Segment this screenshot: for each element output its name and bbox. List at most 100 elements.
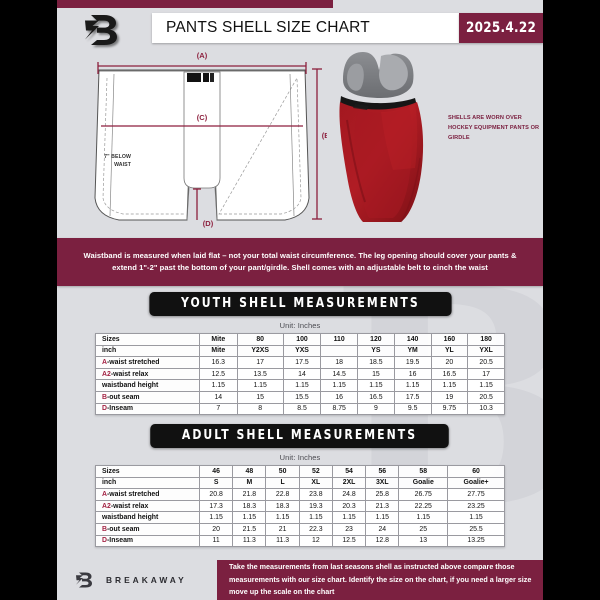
column-header: Goalie+ — [447, 476, 505, 490]
youth-section-heading: YOUTH SHELL MEASUREMENTS — [149, 292, 451, 316]
measurement-cell: 15 — [236, 390, 284, 404]
measurement-cell: 10.3 — [467, 402, 505, 416]
measurement-cell: 18.3 — [265, 499, 300, 513]
column-header: YXS — [282, 344, 322, 358]
table-row: A2-waist relax 17.3 18.3 18.3 19.3 20.3 21.3 22… — [95, 499, 505, 513]
measurement-cell: 22.8 — [265, 488, 300, 501]
measurement-cell: 17 — [236, 356, 284, 369]
column-header: Mite — [199, 333, 238, 346]
column-header: L — [265, 476, 300, 490]
table-row: D-Inseam 11 11.3 11.3 12 12.5 12.8 13 13.25 — [95, 534, 505, 548]
measurement-cell: 1.15 — [282, 379, 322, 392]
measurement-cell: 23.25 — [447, 499, 505, 513]
row-label-prefix: A — [102, 358, 107, 366]
column-header: 100 — [282, 333, 322, 346]
adult-section: ADULT SHELL MEASUREMENTS Unit: Inches Si… — [57, 424, 543, 548]
page-header: PANTS SHELL SIZE CHART 2025.4.22 — [57, 8, 543, 48]
measurement-cell: 13.25 — [447, 534, 505, 548]
measurement-cell: 12.5 — [199, 367, 238, 381]
measurement-cell: 19 — [430, 390, 469, 404]
measurement-cell: 12.5 — [331, 534, 367, 548]
measurement-cell: 1.15 — [320, 379, 359, 392]
row-label: A2-waist relax — [95, 499, 200, 513]
measurement-cell: 21.5 — [232, 522, 267, 536]
measurement-cell: 1.15 — [198, 511, 234, 524]
measurement-cell: 17 — [467, 367, 505, 381]
table-row: A2-waist relax 12.5 13.5 14 14.5 15 16 16.5 17 — [95, 367, 505, 381]
footer-instructions-text: Take the measurements from last seasons … — [229, 562, 532, 597]
page-title: PANTS SHELL SIZE CHART — [152, 13, 459, 43]
measurement-cell: 8 — [236, 402, 284, 416]
measurement-cell: 12.8 — [365, 534, 400, 548]
measurement-cell: 20.3 — [331, 499, 367, 513]
adult-measurements-table: Sizes 46 48 50 52 54 56 58 60 inch S M L XL 2XL 3XL Goal… — [95, 465, 505, 548]
column-header: YS — [357, 344, 395, 358]
table-row: inch Mite Y2XS YXS YS YM YL YXL — [95, 344, 505, 358]
measurement-cell: 1.15 — [393, 379, 432, 392]
column-header: 180 — [467, 333, 505, 346]
banner-text: Waistband is measured when laid flat – n… — [83, 250, 517, 272]
measurement-cell: 19.3 — [298, 499, 333, 513]
column-header: YXL — [467, 344, 505, 358]
footer-wordmark: BREAKAWAY — [106, 575, 187, 585]
column-header: Mite — [199, 344, 238, 358]
column-header: S — [198, 476, 234, 490]
measurement-cell: 24.8 — [331, 488, 367, 501]
measurement-cell: 20 — [198, 522, 234, 536]
row-label-prefix: B — [102, 393, 107, 401]
measurement-cell: 20 — [430, 356, 469, 369]
svg-text:(B): (B) — [322, 131, 327, 140]
revision-date-badge: 2025.4.22 — [459, 13, 543, 43]
measurement-cell: 25.8 — [365, 488, 400, 501]
measurement-cell: 16 — [393, 367, 432, 381]
diagram-zone: (A) (B) (C) (D) 7" BELOW WAIST — [57, 48, 543, 238]
measurement-cell: 18 — [320, 356, 359, 369]
brand-b-logo-icon — [57, 7, 152, 49]
top-accent-strip — [57, 0, 333, 8]
measurement-cell: 21 — [265, 522, 300, 536]
column-header: 48 — [232, 465, 267, 478]
youth-measurements-table: Sizes Mite 80 100 110 120 140 160 180 inch Mite Y2X… — [95, 333, 505, 416]
measurement-cell: 25 — [398, 522, 449, 536]
measurement-instruction-banner: Waistband is measured when laid flat – n… — [57, 238, 543, 286]
measurement-cell: 1.15 — [331, 511, 367, 524]
measurement-cell: 1.15 — [199, 379, 238, 392]
column-header: 58 — [398, 465, 449, 478]
measurement-cell: 16.5 — [430, 367, 469, 381]
measurement-cell: 14 — [199, 390, 238, 404]
row-label: A-waist stretched — [95, 356, 200, 369]
column-header: Goalie — [398, 476, 449, 490]
measurement-cell: 1.15 — [365, 511, 400, 524]
measurement-cell: 1.15 — [236, 379, 284, 392]
measurement-cell: 26.75 — [398, 488, 449, 501]
adult-unit-label: Unit: Inches — [279, 453, 321, 462]
youth-section: YOUTH SHELL MEASUREMENTS Unit: Inches Si… — [57, 292, 543, 416]
column-header: M — [232, 476, 267, 490]
table-row: D-Inseam 7 8 8.5 8.75 9 9.5 9.75 10.3 — [95, 402, 505, 416]
footer-b-logo-icon — [76, 572, 92, 588]
measurement-cell: 1.15 — [467, 379, 505, 392]
measurement-cell: 12 — [298, 534, 333, 548]
table-row: Sizes 46 48 50 52 54 56 58 60 — [95, 465, 505, 478]
measurement-cell: 20.5 — [467, 390, 505, 404]
measurement-cell: 24 — [365, 522, 400, 536]
photo-note: SHELLS ARE WORN OVER HOCKEY EQUIPMENT PA… — [448, 115, 540, 141]
column-header: 60 — [447, 465, 505, 478]
table-row: B-out seam 20 21.5 21 22.3 23 24 25 25.5 — [95, 522, 505, 536]
column-header: 54 — [331, 465, 367, 478]
measurement-cell: 1.15 — [398, 511, 449, 524]
table-row: waistband height 1.15 1.15 1.15 1.15 1.15 1.15… — [95, 379, 505, 392]
row-label: A2-waist relax — [95, 367, 200, 381]
measurement-cell: 7 — [199, 402, 238, 416]
column-header: 52 — [298, 465, 333, 478]
size-chart-page: B PANTS SHELL SIZE CHART 2025.4.22 — [57, 0, 543, 600]
product-photo-red-shell — [339, 52, 424, 223]
adult-section-heading: ADULT SHELL MEASUREMENTS — [150, 424, 450, 448]
svg-text:(A): (A) — [197, 51, 208, 60]
measurement-cell: 18.5 — [357, 356, 395, 369]
table-row: B-out seam 14 15 15.5 16 16.5 17.5 19 20.5 — [95, 390, 505, 404]
revision-date-text: 2025.4.22 — [465, 20, 537, 36]
measurement-cell: 17.5 — [393, 390, 432, 404]
table-row: inch S M L XL 2XL 3XL Goalie Goalie+ — [95, 476, 505, 490]
measurement-cell: 17.5 — [282, 356, 322, 369]
